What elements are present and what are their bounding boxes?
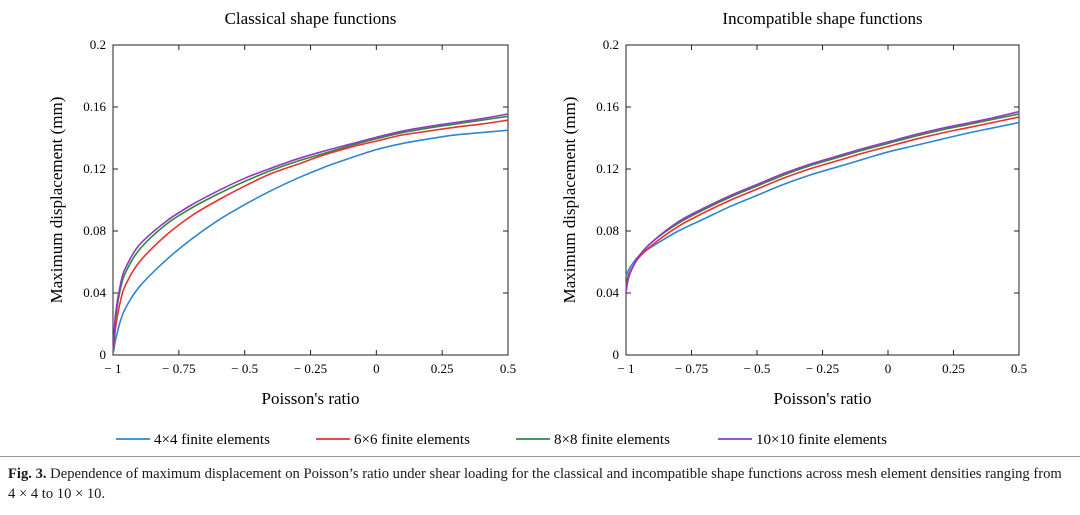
y-tick-label: 0.2 [603, 37, 619, 52]
x-tick-label: − 1 [104, 361, 121, 376]
x-tick-label: − 0.5 [231, 361, 258, 376]
y-tick-label: 0.04 [83, 285, 106, 300]
series-line-3 [625, 113, 1020, 291]
legend-item: 8×8 finite elements [516, 432, 670, 448]
caption-divider [0, 456, 1080, 457]
x-tick-label: − 0.5 [744, 361, 771, 376]
chart-title: Incompatible shape functions [722, 9, 922, 28]
caption-label: Fig. 3. [8, 466, 47, 482]
x-axis-label: Poisson's ratio [774, 389, 872, 408]
series-line-4 [625, 110, 1020, 294]
legend-label: 6×6 finite elements [354, 432, 470, 448]
y-axis-label: Maximum displacement (mm) [560, 97, 579, 304]
y-tick-label: 0.12 [83, 161, 106, 176]
y-tick-label: 0.08 [83, 223, 106, 238]
chart-title: Classical shape functions [225, 9, 397, 28]
y-axis-label: Maximum displacement (mm) [47, 97, 66, 304]
x-tick-label: 0.25 [942, 361, 965, 376]
caption-text: Dependence of maximum displacement on Po… [8, 466, 1062, 502]
x-tick-label: − 1 [617, 361, 634, 376]
y-tick-label: 0.16 [596, 99, 619, 114]
legend-label: 4×4 finite elements [154, 432, 270, 448]
x-tick-label: 0.5 [500, 361, 516, 376]
x-tick-label: − 0.75 [675, 361, 708, 376]
y-tick-label: 0.04 [596, 285, 619, 300]
series-line-1 [625, 121, 1020, 277]
y-tick-label: 0.2 [90, 37, 106, 52]
y-tick-label: 0.12 [596, 161, 619, 176]
chart-panel-2: Incompatible shape functions − 1 − 0.75 − 0… [560, 9, 1027, 408]
plot-frame [112, 44, 509, 356]
x-tick-label: 0 [373, 361, 380, 376]
x-tick-label: 0.25 [431, 361, 454, 376]
legend: 4×4 finite elements 6×6 finite elements 8×… [116, 432, 887, 448]
y-tick-label: 0.08 [596, 223, 619, 238]
figure-caption: Fig. 3. Dependence of maximum displaceme… [8, 464, 1072, 504]
series-line-2 [625, 116, 1020, 287]
legend-label: 10×10 finite elements [756, 432, 887, 448]
legend-item: 6×6 finite elements [316, 432, 470, 448]
series-line-2 [112, 119, 509, 351]
legend-item: 10×10 finite elements [718, 432, 887, 448]
x-tick-label: − 0.75 [162, 361, 195, 376]
x-tick-label: − 0.25 [806, 361, 839, 376]
x-tick-label: 0.5 [1011, 361, 1027, 376]
x-tick-label: 0 [885, 361, 892, 376]
series-line-3 [112, 115, 509, 349]
series-line-4 [112, 113, 509, 348]
series-line-1 [112, 129, 509, 353]
legend-item: 4×4 finite elements [116, 432, 270, 448]
figure: Classical shape functions − 1 − 0.75 − 0.5 −… [47, 9, 1027, 448]
x-tick-label: − 0.25 [294, 361, 327, 376]
legend-label: 8×8 finite elements [554, 432, 670, 448]
y-tick-label: 0 [613, 347, 620, 362]
y-tick-label: 0 [100, 347, 107, 362]
x-axis-label: Poisson's ratio [262, 389, 360, 408]
y-tick-label: 0.16 [83, 99, 106, 114]
plot-frame [625, 44, 1020, 356]
chart-panel-1: Classical shape functions − 1 − 0.75 − 0.5 −… [47, 9, 516, 408]
